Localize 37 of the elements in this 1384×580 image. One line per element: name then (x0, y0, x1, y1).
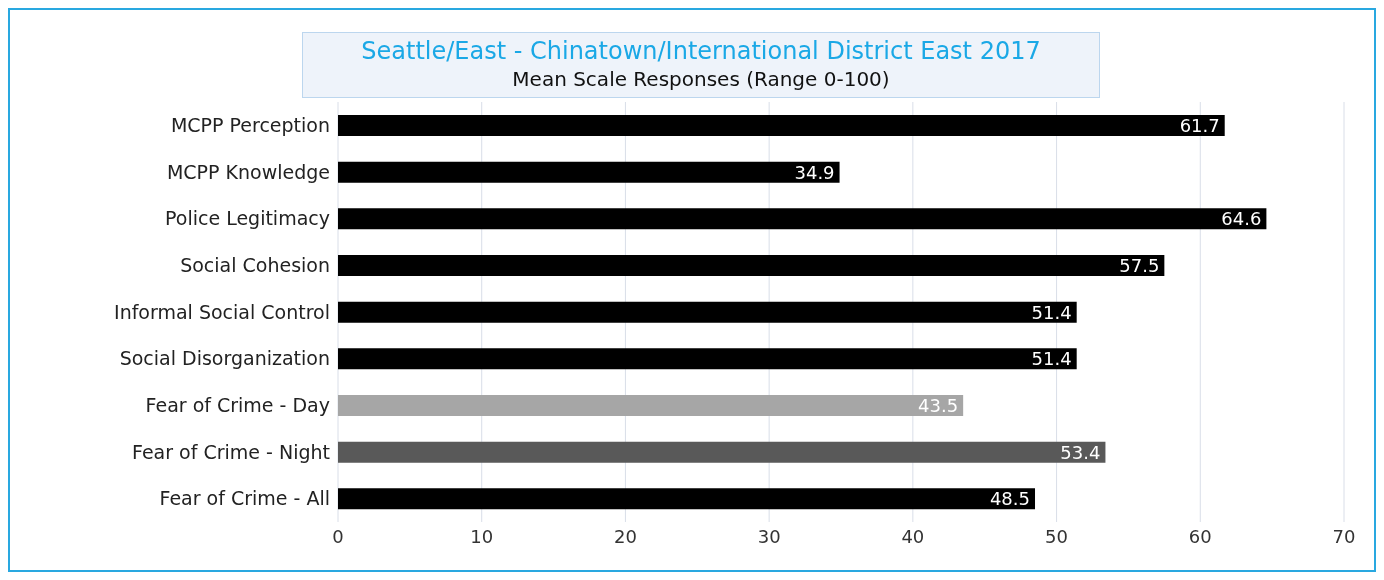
data-label: 43.5 (918, 394, 959, 416)
data-label: 51.4 (1031, 301, 1072, 323)
bar (338, 301, 1077, 323)
data-label: 61.7 (1179, 114, 1220, 136)
data-label: 57.5 (1119, 254, 1160, 276)
y-tick-label: Social Cohesion (180, 254, 330, 277)
data-label: 53.4 (1060, 441, 1101, 463)
x-tick-label: 60 (1188, 525, 1212, 547)
bar (338, 488, 1036, 510)
data-label: 34.9 (794, 161, 835, 183)
data-label: 64.6 (1221, 208, 1262, 230)
y-tick-label: Fear of Crime - Day (145, 394, 330, 417)
data-label: 51.4 (1031, 348, 1072, 370)
chart-title: Seattle/East - Chinatown/International District East 2017 (360, 37, 1042, 65)
x-tick-label: 0 (332, 525, 344, 547)
bar (338, 208, 1267, 230)
x-tick-label: 40 (901, 525, 925, 547)
y-tick-label: Fear of Crime - All (159, 487, 330, 510)
chart-subtitle: Mean Scale Responses (Range 0-100) (511, 67, 891, 91)
y-tick-label: Social Disorganization (119, 347, 330, 370)
data-label: 48.5 (989, 488, 1031, 510)
x-tick-label: 20 (613, 525, 637, 547)
bar (338, 255, 1165, 276)
x-tick-label: 70 (1332, 525, 1356, 547)
y-tick-label: Informal Social Control (114, 300, 330, 323)
x-tick-label: 10 (470, 525, 494, 547)
bar (338, 348, 1077, 370)
y-tick-label: Fear of Crime - Night (132, 440, 330, 463)
bar (338, 441, 1106, 463)
x-tick-label: 50 (1045, 525, 1069, 547)
bar (338, 395, 964, 416)
bar (338, 115, 1225, 136)
y-tick-label: MCPP Perception (170, 114, 330, 137)
y-tick-label: MCPP Knowledge (166, 160, 330, 183)
y-tick-label: Police Legitimacy (165, 207, 330, 230)
bar (338, 161, 840, 183)
x-tick-label: 30 (757, 525, 781, 547)
